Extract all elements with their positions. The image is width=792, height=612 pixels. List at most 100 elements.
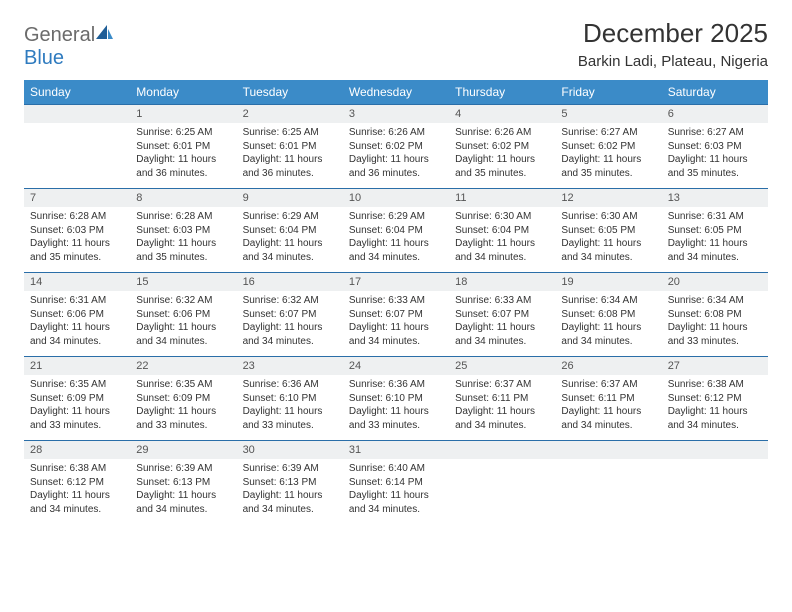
day-number: 5 — [555, 104, 661, 123]
day-cell: 22Sunrise: 6:35 AMSunset: 6:09 PMDayligh… — [130, 356, 236, 440]
header: GeneralBlue December 2025 Barkin Ladi, P… — [24, 18, 768, 70]
day-cell: 10Sunrise: 6:29 AMSunset: 6:04 PMDayligh… — [343, 188, 449, 272]
day-content-empty — [555, 459, 661, 511]
day-number: 24 — [343, 356, 449, 375]
day-cell — [662, 440, 768, 524]
day-number: 6 — [662, 104, 768, 123]
day-number: 8 — [130, 188, 236, 207]
day-number: 26 — [555, 356, 661, 375]
day-number-empty — [555, 440, 661, 459]
day-number: 13 — [662, 188, 768, 207]
day-cell — [555, 440, 661, 524]
day-content: Sunrise: 6:30 AMSunset: 6:04 PMDaylight:… — [449, 207, 555, 272]
week-row: 14Sunrise: 6:31 AMSunset: 6:06 PMDayligh… — [24, 272, 768, 356]
day-content: Sunrise: 6:26 AMSunset: 6:02 PMDaylight:… — [449, 123, 555, 188]
day-number: 14 — [24, 272, 130, 291]
day-number: 27 — [662, 356, 768, 375]
day-number-empty — [449, 440, 555, 459]
day-cell: 30Sunrise: 6:39 AMSunset: 6:13 PMDayligh… — [237, 440, 343, 524]
day-content: Sunrise: 6:36 AMSunset: 6:10 PMDaylight:… — [343, 375, 449, 440]
day-content: Sunrise: 6:38 AMSunset: 6:12 PMDaylight:… — [24, 459, 130, 524]
week-row: 28Sunrise: 6:38 AMSunset: 6:12 PMDayligh… — [24, 440, 768, 524]
day-cell: 1Sunrise: 6:25 AMSunset: 6:01 PMDaylight… — [130, 104, 236, 188]
day-content: Sunrise: 6:26 AMSunset: 6:02 PMDaylight:… — [343, 123, 449, 188]
title-block: December 2025 Barkin Ladi, Plateau, Nige… — [578, 18, 768, 70]
day-content: Sunrise: 6:29 AMSunset: 6:04 PMDaylight:… — [343, 207, 449, 272]
day-cell: 31Sunrise: 6:40 AMSunset: 6:14 PMDayligh… — [343, 440, 449, 524]
day-cell — [449, 440, 555, 524]
day-number: 4 — [449, 104, 555, 123]
day-cell: 15Sunrise: 6:32 AMSunset: 6:06 PMDayligh… — [130, 272, 236, 356]
day-number: 18 — [449, 272, 555, 291]
weekday-header: Saturday — [662, 80, 768, 104]
day-cell: 6Sunrise: 6:27 AMSunset: 6:03 PMDaylight… — [662, 104, 768, 188]
day-number: 21 — [24, 356, 130, 375]
day-content: Sunrise: 6:39 AMSunset: 6:13 PMDaylight:… — [130, 459, 236, 524]
day-content: Sunrise: 6:29 AMSunset: 6:04 PMDaylight:… — [237, 207, 343, 272]
day-cell: 8Sunrise: 6:28 AMSunset: 6:03 PMDaylight… — [130, 188, 236, 272]
day-number: 17 — [343, 272, 449, 291]
day-content: Sunrise: 6:38 AMSunset: 6:12 PMDaylight:… — [662, 375, 768, 440]
day-number: 10 — [343, 188, 449, 207]
day-content: Sunrise: 6:30 AMSunset: 6:05 PMDaylight:… — [555, 207, 661, 272]
week-row: 21Sunrise: 6:35 AMSunset: 6:09 PMDayligh… — [24, 356, 768, 440]
day-content: Sunrise: 6:25 AMSunset: 6:01 PMDaylight:… — [237, 123, 343, 188]
day-content: Sunrise: 6:35 AMSunset: 6:09 PMDaylight:… — [130, 375, 236, 440]
day-cell: 27Sunrise: 6:38 AMSunset: 6:12 PMDayligh… — [662, 356, 768, 440]
day-number: 2 — [237, 104, 343, 123]
day-content-empty — [24, 123, 130, 175]
day-cell: 19Sunrise: 6:34 AMSunset: 6:08 PMDayligh… — [555, 272, 661, 356]
day-cell: 14Sunrise: 6:31 AMSunset: 6:06 PMDayligh… — [24, 272, 130, 356]
location: Barkin Ladi, Plateau, Nigeria — [578, 53, 768, 70]
day-content: Sunrise: 6:39 AMSunset: 6:13 PMDaylight:… — [237, 459, 343, 524]
day-cell: 25Sunrise: 6:37 AMSunset: 6:11 PMDayligh… — [449, 356, 555, 440]
day-cell: 26Sunrise: 6:37 AMSunset: 6:11 PMDayligh… — [555, 356, 661, 440]
month-title: December 2025 — [578, 18, 768, 49]
day-number: 11 — [449, 188, 555, 207]
day-cell: 23Sunrise: 6:36 AMSunset: 6:10 PMDayligh… — [237, 356, 343, 440]
day-content: Sunrise: 6:33 AMSunset: 6:07 PMDaylight:… — [449, 291, 555, 356]
logo-part2: Blue — [24, 47, 64, 69]
day-number: 23 — [237, 356, 343, 375]
calendar-table: SundayMondayTuesdayWednesdayThursdayFrid… — [24, 80, 768, 524]
day-number: 31 — [343, 440, 449, 459]
day-number: 15 — [130, 272, 236, 291]
day-cell: 12Sunrise: 6:30 AMSunset: 6:05 PMDayligh… — [555, 188, 661, 272]
day-number: 9 — [237, 188, 343, 207]
day-content: Sunrise: 6:32 AMSunset: 6:07 PMDaylight:… — [237, 291, 343, 356]
day-number-empty — [662, 440, 768, 459]
day-content: Sunrise: 6:31 AMSunset: 6:06 PMDaylight:… — [24, 291, 130, 356]
day-content-empty — [662, 459, 768, 511]
day-content: Sunrise: 6:25 AMSunset: 6:01 PMDaylight:… — [130, 123, 236, 188]
weekday-header: Tuesday — [237, 80, 343, 104]
day-number: 7 — [24, 188, 130, 207]
day-cell: 4Sunrise: 6:26 AMSunset: 6:02 PMDaylight… — [449, 104, 555, 188]
day-content: Sunrise: 6:27 AMSunset: 6:02 PMDaylight:… — [555, 123, 661, 188]
day-cell: 13Sunrise: 6:31 AMSunset: 6:05 PMDayligh… — [662, 188, 768, 272]
day-content: Sunrise: 6:34 AMSunset: 6:08 PMDaylight:… — [555, 291, 661, 356]
day-content: Sunrise: 6:28 AMSunset: 6:03 PMDaylight:… — [24, 207, 130, 272]
day-number: 16 — [237, 272, 343, 291]
day-cell: 7Sunrise: 6:28 AMSunset: 6:03 PMDaylight… — [24, 188, 130, 272]
weekday-header-row: SundayMondayTuesdayWednesdayThursdayFrid… — [24, 80, 768, 104]
day-number: 29 — [130, 440, 236, 459]
day-cell: 11Sunrise: 6:30 AMSunset: 6:04 PMDayligh… — [449, 188, 555, 272]
day-number: 28 — [24, 440, 130, 459]
day-number: 3 — [343, 104, 449, 123]
day-cell — [24, 104, 130, 188]
day-content: Sunrise: 6:37 AMSunset: 6:11 PMDaylight:… — [555, 375, 661, 440]
day-content: Sunrise: 6:28 AMSunset: 6:03 PMDaylight:… — [130, 207, 236, 272]
weekday-header: Sunday — [24, 80, 130, 104]
day-cell: 2Sunrise: 6:25 AMSunset: 6:01 PMDaylight… — [237, 104, 343, 188]
weekday-header: Wednesday — [343, 80, 449, 104]
day-content: Sunrise: 6:35 AMSunset: 6:09 PMDaylight:… — [24, 375, 130, 440]
day-content: Sunrise: 6:37 AMSunset: 6:11 PMDaylight:… — [449, 375, 555, 440]
day-cell: 20Sunrise: 6:34 AMSunset: 6:08 PMDayligh… — [662, 272, 768, 356]
day-cell: 16Sunrise: 6:32 AMSunset: 6:07 PMDayligh… — [237, 272, 343, 356]
day-number: 12 — [555, 188, 661, 207]
logo-text: GeneralBlue — [24, 24, 115, 70]
day-content: Sunrise: 6:34 AMSunset: 6:08 PMDaylight:… — [662, 291, 768, 356]
week-row: 1Sunrise: 6:25 AMSunset: 6:01 PMDaylight… — [24, 104, 768, 188]
day-cell: 21Sunrise: 6:35 AMSunset: 6:09 PMDayligh… — [24, 356, 130, 440]
day-content-empty — [449, 459, 555, 511]
